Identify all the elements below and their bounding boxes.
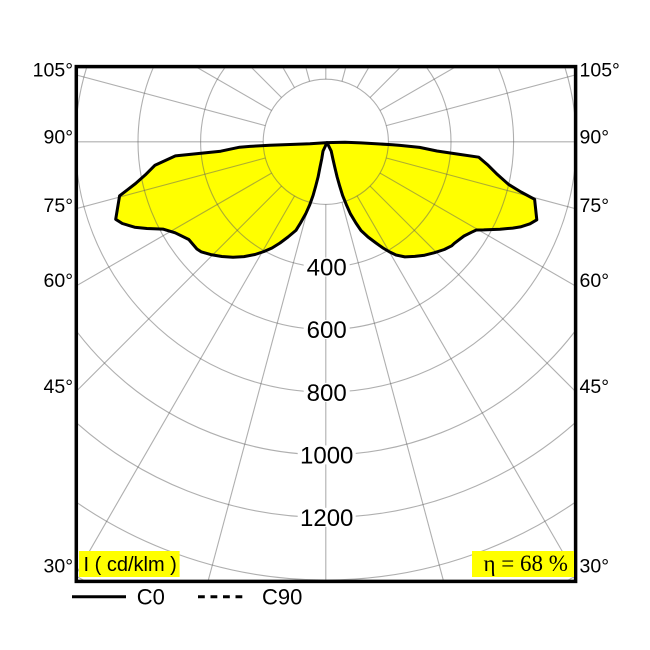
svg-text:90°: 90° (580, 127, 610, 149)
svg-text:75°: 75° (580, 195, 610, 217)
svg-text:1200: 1200 (300, 505, 353, 532)
svg-text:90°: 90° (44, 127, 74, 149)
svg-text:105°: 105° (33, 60, 73, 82)
svg-text:600: 600 (307, 317, 347, 344)
svg-text:30°: 30° (44, 556, 74, 578)
svg-text:45°: 45° (580, 376, 610, 398)
svg-text:75°: 75° (44, 195, 74, 217)
svg-text:I ( cd/klm ): I ( cd/klm ) (84, 554, 177, 576)
svg-text:30°: 30° (580, 556, 610, 578)
svg-text:1000: 1000 (300, 443, 353, 470)
svg-text:105°: 105° (580, 60, 620, 82)
svg-text:C90: C90 (262, 585, 302, 610)
svg-text:C0: C0 (137, 585, 165, 610)
svg-text:45°: 45° (44, 376, 74, 398)
svg-text:η = 68 %: η = 68 % (484, 551, 568, 576)
svg-text:400: 400 (307, 255, 347, 282)
svg-text:60°: 60° (44, 270, 74, 292)
svg-text:60°: 60° (580, 270, 610, 292)
svg-text:800: 800 (307, 380, 347, 407)
